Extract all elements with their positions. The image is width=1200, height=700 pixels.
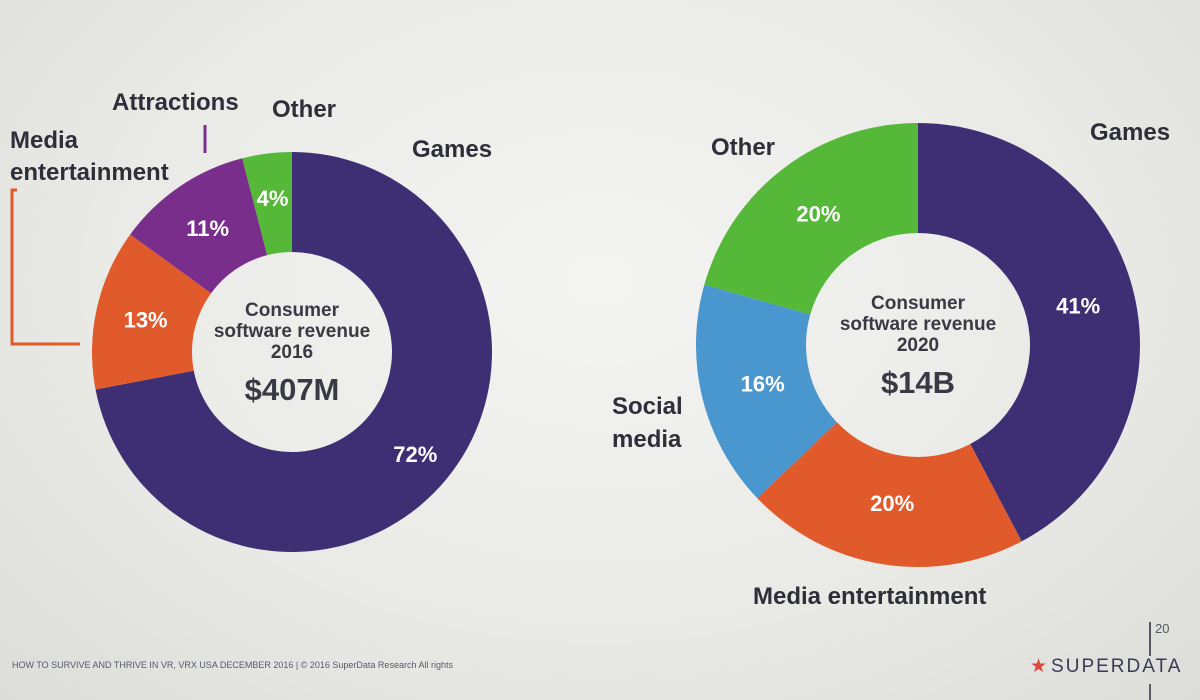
brand-name: SUPERDATA <box>1051 656 1183 677</box>
label-social-line-1: Social <box>612 393 683 420</box>
center-text-line-2: software revenue <box>840 314 996 335</box>
pct-label-games: 72% <box>393 442 437 467</box>
label-media-entertainment-2020: Media entertainment <box>753 583 986 610</box>
label-media-line-2: entertainment <box>10 159 169 186</box>
leader-line-media-entertainment <box>10 188 80 346</box>
pct-label-games: 41% <box>1056 293 1100 318</box>
slice-other <box>242 152 292 256</box>
pct-label-media-entertainment: 13% <box>124 307 168 332</box>
label-social-line-2: media <box>612 426 682 453</box>
pct-label-media-entertainment: 20% <box>870 491 914 516</box>
label-other-2020: Other <box>711 134 775 161</box>
page-divider <box>1149 622 1151 656</box>
center-text-line-3: 2020 <box>897 335 939 356</box>
slice-games <box>95 152 493 552</box>
page-number: 20 <box>1155 621 1170 636</box>
center-text-line-1: Consumer <box>245 300 340 321</box>
page-divider-lower <box>1149 684 1151 700</box>
center-value: $14B <box>881 365 955 400</box>
chart-2016-labels: Games Other Attractions Media entertainm… <box>10 89 492 346</box>
label-games-2020: Games <box>1090 119 1170 146</box>
label-games-2016: Games <box>412 136 492 163</box>
slice-other <box>704 123 918 315</box>
center-text-line-1: Consumer <box>871 293 966 314</box>
slice-media-entertainment <box>757 422 1022 567</box>
slice-games <box>918 123 1140 542</box>
label-attractions-2016: Attractions <box>112 89 239 116</box>
center-value: $407M <box>245 372 340 407</box>
pct-label-other: 20% <box>796 201 840 226</box>
pct-label-other: 4% <box>257 186 289 211</box>
label-other-2016: Other <box>272 96 336 123</box>
footer-text: HOW TO SURVIVE AND THRIVE IN VR, VRX USA… <box>12 660 453 670</box>
center-text-line-3: 2016 <box>271 342 313 363</box>
chart-2020-labels: Games Other Media entertainment Social m… <box>612 119 1170 610</box>
slice-media-entertainment <box>92 234 212 390</box>
slice-social-media <box>696 284 837 499</box>
star-icon: ★ <box>1030 656 1050 677</box>
label-media-line-1: Media <box>10 127 79 154</box>
pct-label-attractions: 11% <box>186 216 229 241</box>
brand-logo: ★ SUPERDATA <box>1030 655 1182 678</box>
pct-label-social-media: 16% <box>741 371 785 396</box>
label-social-media-2020: Social media <box>612 393 689 453</box>
center-text-line-2: software revenue <box>214 321 370 342</box>
label-media-entertainment-2016: Media entertainment <box>10 127 169 186</box>
slice-attractions <box>130 158 268 294</box>
